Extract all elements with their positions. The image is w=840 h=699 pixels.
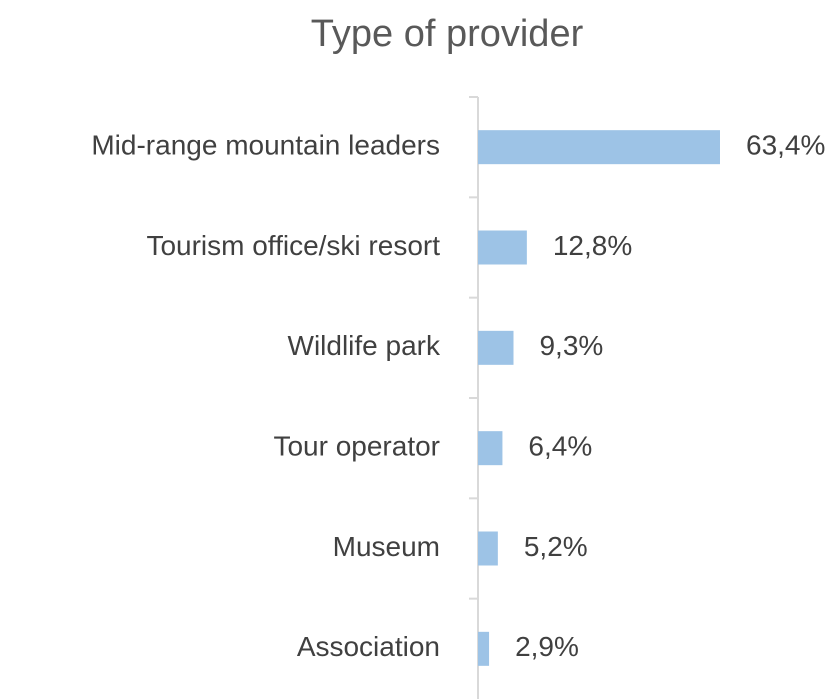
y-tick-label: Mid-range mountain leaders <box>91 130 440 161</box>
bar <box>478 431 503 466</box>
bar <box>478 230 527 265</box>
bar <box>478 531 498 566</box>
y-tick-label: Association <box>297 631 440 662</box>
bar <box>478 631 490 666</box>
chart-title: Type of provider <box>311 13 584 55</box>
data-label: 5,2% <box>524 531 588 562</box>
y-tick-label: Tour operator <box>273 431 440 462</box>
bar <box>478 130 720 165</box>
data-label: 12,8% <box>553 230 632 261</box>
y-tick-label: Museum <box>333 531 440 562</box>
data-label: 63,4% <box>746 130 825 161</box>
bar <box>478 330 514 365</box>
data-label: 6,4% <box>528 431 592 462</box>
y-tick-label: Tourism office/ski resort <box>146 230 440 261</box>
y-tick-label: Wildlife park <box>288 330 441 361</box>
data-label: 2,9% <box>515 631 579 662</box>
data-label: 9,3% <box>539 330 603 361</box>
